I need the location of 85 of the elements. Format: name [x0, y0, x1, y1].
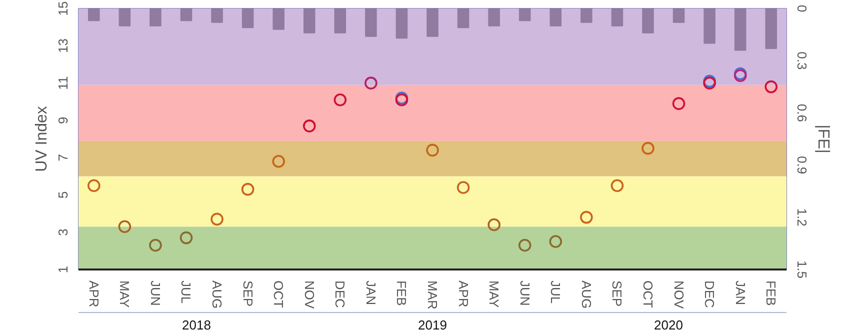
bar — [242, 8, 254, 28]
bar — [518, 8, 531, 22]
bar — [88, 8, 100, 22]
y2-tick-label: 0.9 — [794, 156, 810, 174]
bar — [150, 8, 162, 26]
x-tick-label: DEC — [702, 280, 718, 308]
x-tick-label: JUN — [148, 280, 163, 306]
point — [426, 144, 439, 157]
point — [364, 76, 378, 90]
x-tick-label: NOV — [671, 280, 686, 309]
x-tick-label: AUG — [210, 280, 225, 309]
bar — [704, 8, 716, 44]
x-tick-label: JUL — [548, 280, 564, 304]
y-tick-label: 13 — [56, 38, 70, 54]
point — [272, 154, 285, 168]
y-tick-label: 11 — [56, 76, 70, 90]
x-tick-label: APR — [86, 280, 102, 308]
point — [610, 179, 624, 192]
bar — [550, 8, 562, 26]
bar — [580, 8, 592, 23]
point — [642, 142, 654, 155]
y-tick-label: 9 — [56, 116, 70, 124]
x-tick-label: JAN — [732, 280, 748, 306]
text: 2019 — [418, 318, 447, 332]
text: 2020 — [654, 318, 683, 332]
point — [180, 231, 193, 244]
point — [302, 120, 316, 132]
x-tick-label: FEB — [394, 280, 410, 306]
y2-tick-label: 0.3 — [794, 52, 810, 70]
bar — [426, 8, 438, 37]
point — [149, 238, 162, 252]
bar — [488, 8, 500, 26]
x-tick-label: FEB — [764, 280, 779, 306]
bar — [457, 8, 470, 28]
point — [764, 80, 778, 94]
bar — [642, 8, 654, 34]
bar — [118, 8, 131, 26]
bar — [765, 8, 777, 50]
x-tick-label: JAN — [363, 280, 378, 306]
x-tick-label: MAY — [486, 280, 502, 308]
y-axis-title: UV Index — [34, 106, 50, 172]
point — [580, 210, 593, 224]
x-tick-label: OCT — [640, 280, 656, 308]
bar — [334, 8, 346, 34]
bar — [272, 8, 284, 30]
point — [241, 182, 254, 196]
y2-axis-title: |FE| — [814, 124, 832, 154]
y2-tick-label: 1.2 — [794, 208, 810, 226]
point — [456, 181, 470, 194]
y2-tick-label: 0.6 — [794, 104, 810, 122]
y2-tick-label: 0 — [794, 4, 810, 12]
bar — [734, 8, 746, 51]
point — [87, 179, 100, 192]
x-tick-label: MAR — [425, 280, 440, 310]
x-tick-label: OCT — [271, 280, 286, 308]
x-tick-label: APR — [456, 280, 471, 308]
bar — [396, 8, 408, 39]
x-tick-label: AUG — [578, 280, 594, 309]
y-tick-label: 3 — [56, 228, 70, 236]
y-tick-label: 5 — [56, 191, 70, 199]
point — [488, 218, 500, 232]
point — [518, 238, 532, 252]
x-tick-label: MAY — [117, 280, 132, 308]
bar — [672, 8, 685, 23]
x-tick-label: DEC — [332, 280, 348, 308]
bar — [365, 8, 377, 37]
point — [549, 235, 562, 248]
point — [210, 212, 224, 226]
x-tick-label: SEP — [240, 280, 256, 307]
x-tick-label: JUN — [517, 280, 532, 306]
bar — [180, 8, 192, 22]
x-tick-label: SEP — [610, 280, 625, 307]
point — [334, 93, 347, 106]
bar — [611, 8, 624, 26]
bar — [211, 8, 223, 23]
point — [672, 97, 686, 110]
bar — [303, 8, 316, 34]
text: 2018 — [182, 318, 211, 332]
y-tick-label: 7 — [56, 154, 70, 162]
y2-tick-label: 1.5 — [794, 260, 810, 279]
point — [118, 220, 132, 234]
x-tick-label: NOV — [302, 280, 317, 309]
x-tick-label: JUL — [178, 280, 194, 304]
y-tick-label: 15 — [56, 1, 70, 16]
y-tick-label: 1 — [56, 266, 70, 274]
